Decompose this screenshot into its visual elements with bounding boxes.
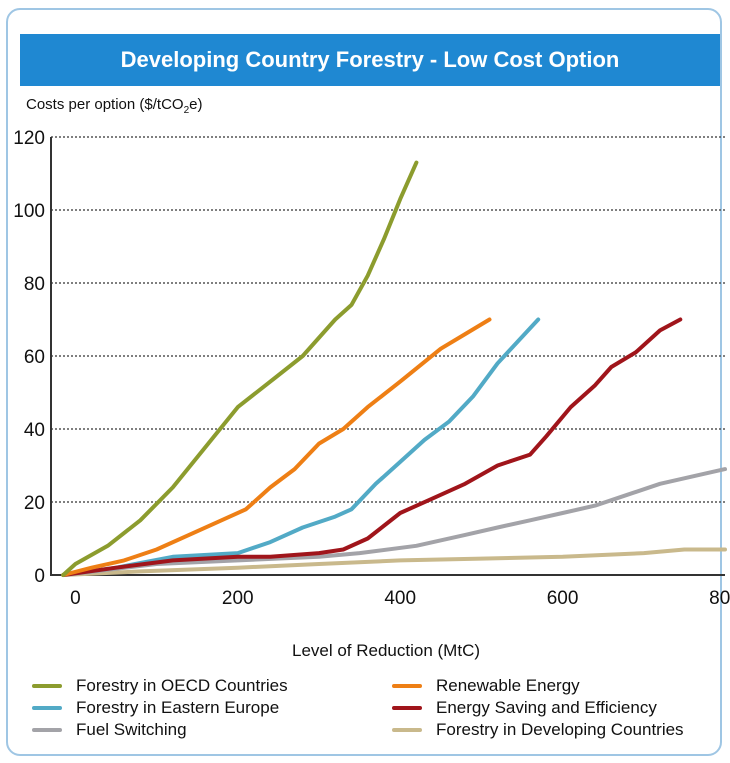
chart-title: Developing Country Forestry - Low Cost O… [20, 34, 720, 86]
y-axis-label-subscript: 2 [183, 105, 190, 116]
x-tick-label-0: 0 [70, 588, 81, 609]
x-tick-label-400: 400 [384, 588, 416, 609]
series-line-renewable-energy [61, 317, 492, 577]
y-axis-label-prefix: Costs per option ($/tCO [26, 96, 184, 113]
y-tick-label-80: 80 [24, 274, 45, 295]
x-tick-label-200: 200 [222, 588, 254, 609]
x-axis-label: Level of Reduction (MtC) [292, 641, 480, 660]
y-tick-label-60: 60 [24, 347, 45, 368]
x-tick-label-800: 800 [709, 588, 730, 609]
y-tick-label-100: 100 [13, 201, 45, 222]
x-tick-label-600: 600 [547, 588, 579, 609]
series-line-forestry-in-oecd-countries [61, 160, 419, 577]
series-line-forestry-in-eastern-europe [61, 317, 541, 577]
y-tick-label-120: 120 [13, 128, 45, 149]
series-line-energy-saving-and-efficiency [61, 317, 683, 577]
y-tick-label-40: 40 [24, 420, 45, 441]
chart-frame [6, 8, 722, 756]
y-tick-label-0: 0 [34, 566, 45, 587]
y-axis-label: Costs per option ($/tCO2e) [26, 96, 202, 116]
series-line-fuel-switching [61, 467, 727, 577]
y-tick-label-20: 20 [24, 493, 45, 514]
series-line-forestry-in-developing-countries [61, 547, 727, 577]
y-axis-label-suffix: e) [189, 96, 203, 113]
